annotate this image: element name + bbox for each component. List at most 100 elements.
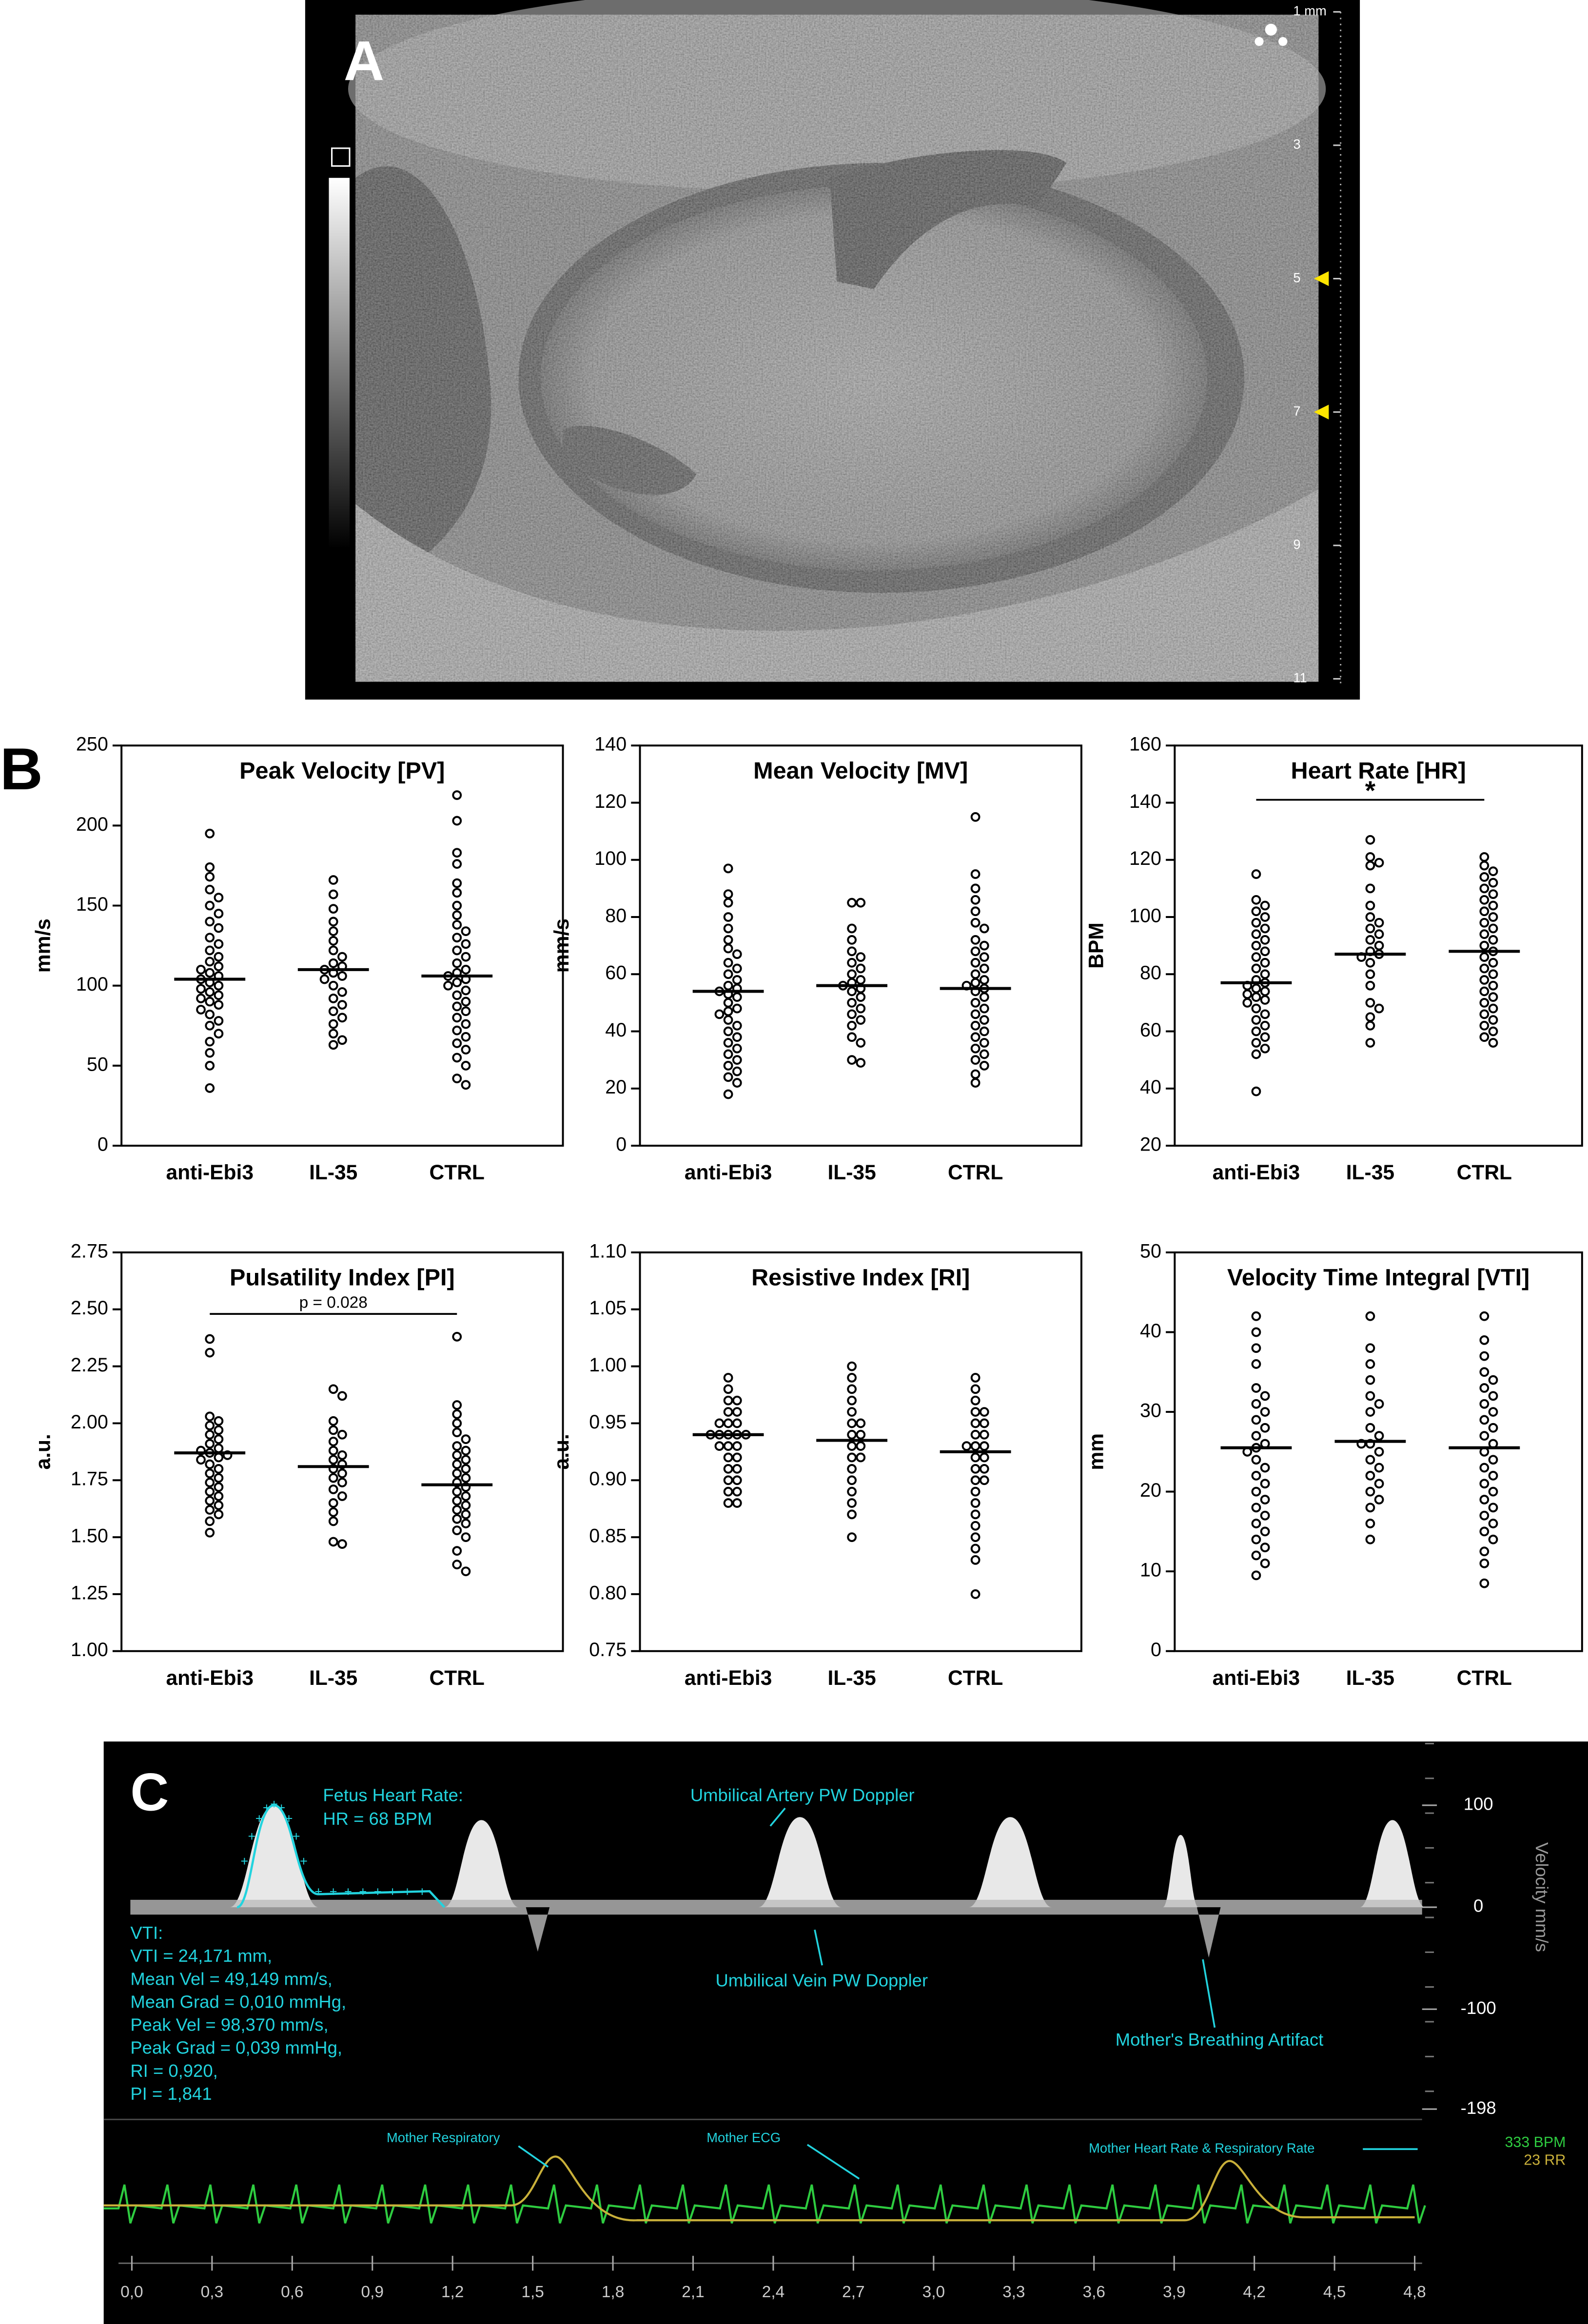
data-point <box>723 923 733 934</box>
data-point <box>961 1441 972 1451</box>
data-point <box>714 1418 725 1428</box>
y-tick-label: 200 <box>76 814 108 835</box>
x-tick-label: 3,3 <box>1002 2283 1025 2301</box>
data-point <box>732 1020 742 1031</box>
data-point <box>732 975 742 985</box>
trace-marker: + <box>248 1829 256 1844</box>
data-point <box>452 1001 462 1012</box>
data-point <box>1365 1391 1375 1401</box>
data-point <box>1260 1407 1270 1417</box>
y-tick-label: -100 <box>1461 1998 1496 2018</box>
data-point <box>1251 895 1261 905</box>
data-point <box>1488 889 1498 899</box>
data-point <box>970 906 980 917</box>
data-point <box>847 1509 857 1520</box>
data-point <box>214 1509 224 1520</box>
data-point <box>1260 1510 1270 1521</box>
measurement: VTI = 24,171 mm, <box>130 1946 272 1966</box>
data-point <box>970 1418 980 1428</box>
data-point <box>205 1459 215 1469</box>
data-point <box>205 1516 215 1526</box>
y-tick-label: 0 <box>1473 1896 1483 1916</box>
data-point <box>1251 1471 1261 1481</box>
data-point <box>452 1053 462 1063</box>
data-point <box>1365 835 1375 845</box>
measurement: Peak Vel = 98,370 mm/s, <box>130 2015 328 2035</box>
y-tick-label: 140 <box>594 734 627 755</box>
data-point <box>1251 1049 1261 1059</box>
ecg-trace <box>103 2184 1426 2224</box>
data-point <box>337 1013 347 1023</box>
data-point <box>856 1418 866 1428</box>
y-tick-label: 50 <box>87 1054 108 1075</box>
annotation: Umbilical Vein PW Doppler <box>715 1970 928 1990</box>
data-point <box>979 1026 989 1036</box>
depth-label: 7 <box>1293 403 1300 418</box>
data-point <box>1479 1367 1490 1377</box>
data-point <box>847 1418 857 1428</box>
data-point <box>1260 1009 1270 1019</box>
x-tick-label: IL-35 <box>827 1666 876 1690</box>
data-point <box>205 1478 215 1487</box>
data-point <box>1488 1486 1498 1497</box>
measurement: RI = 0,920, <box>130 2061 217 2081</box>
y-tick-label: 1.05 <box>589 1297 627 1319</box>
data-point <box>461 1491 471 1501</box>
data-point <box>461 1061 471 1071</box>
panel-label: A <box>344 29 384 92</box>
data-point <box>461 939 471 949</box>
trace-marker: + <box>300 1854 308 1869</box>
measurement: VTI: <box>130 1923 163 1943</box>
data-point <box>979 1452 989 1463</box>
y-tick-label: 250 <box>76 734 108 755</box>
plot-frame <box>1174 1251 1583 1652</box>
data-point <box>1488 969 1498 979</box>
data-point <box>847 923 857 934</box>
data-point <box>452 1496 462 1506</box>
data-point <box>1374 858 1384 868</box>
data-point <box>1251 1550 1261 1561</box>
data-point <box>1251 1038 1261 1048</box>
data-point <box>452 1331 462 1342</box>
data-point <box>205 968 215 978</box>
x-tick-label: CTRL <box>948 1161 1003 1184</box>
data-point <box>1488 878 1498 888</box>
data-point <box>1488 1003 1498 1014</box>
data-point <box>1251 1486 1261 1497</box>
data-point <box>1479 860 1490 871</box>
data-point <box>1365 883 1375 894</box>
data-point <box>979 1049 989 1059</box>
y-tick-label: 20 <box>1140 1133 1161 1155</box>
data-point <box>723 1452 733 1463</box>
plot-frame <box>639 744 1082 1147</box>
x-tick-label: 2,7 <box>842 2283 864 2301</box>
data-point <box>452 816 462 826</box>
x-tick-label: CTRL <box>948 1666 1003 1690</box>
data-point <box>328 1498 338 1508</box>
data-point <box>452 1074 462 1084</box>
data-point <box>214 909 224 918</box>
chart-title: Heart Rate [HR] <box>1291 758 1466 784</box>
data-point <box>328 1507 338 1517</box>
data-point <box>847 1429 857 1440</box>
data-point <box>196 984 206 994</box>
data-point <box>732 1441 742 1451</box>
data-point <box>856 1003 866 1014</box>
data-point <box>1488 992 1498 1002</box>
data-point <box>452 1468 462 1479</box>
panel-label: B <box>0 736 43 802</box>
trace-marker: + <box>359 1884 367 1899</box>
data-point <box>328 875 338 885</box>
data-point <box>847 1373 857 1383</box>
data-point <box>1251 1026 1261 1036</box>
data-point <box>856 975 866 985</box>
data-point <box>452 888 462 898</box>
data-point <box>970 935 980 945</box>
data-point <box>1488 957 1498 968</box>
data-point <box>196 1005 206 1015</box>
y-tick-label: 2.75 <box>71 1240 108 1262</box>
chart-title: Velocity Time Integral [VTI] <box>1227 1265 1529 1291</box>
data-point <box>205 828 215 839</box>
data-point <box>723 1464 733 1474</box>
data-point <box>328 1473 338 1483</box>
